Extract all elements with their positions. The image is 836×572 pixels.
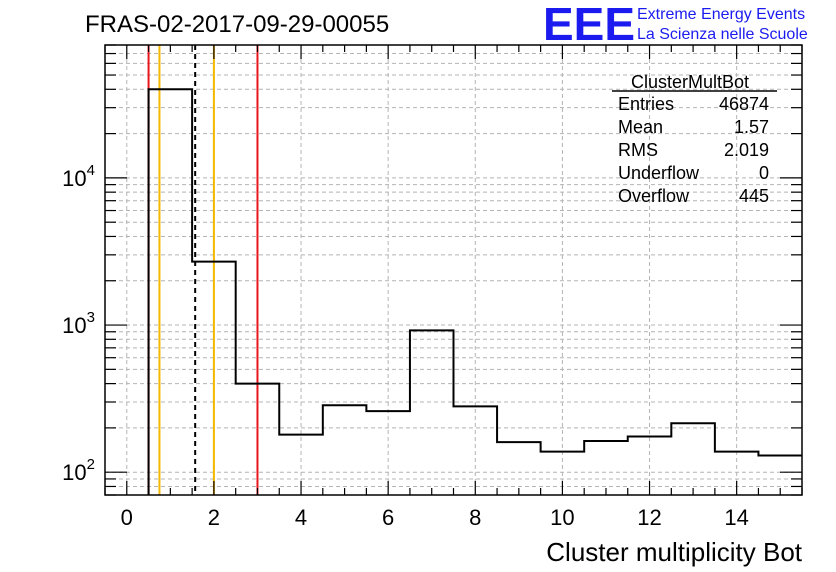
x-tick-label: 10 (550, 505, 574, 530)
stats-row-value: 46874 (719, 94, 769, 114)
grid-lines (105, 44, 802, 496)
histogram-bin (149, 89, 193, 495)
chart-title: FRAS-02-2017-09-29-00055 (85, 11, 389, 38)
histogram-bin (410, 330, 454, 495)
stats-row-label: Underflow (618, 163, 700, 183)
eee-logo: EEE Extreme Energy Events La Scienza nel… (543, 0, 808, 50)
x-tick-label: 4 (295, 505, 307, 530)
stats-row-value: 445 (739, 186, 769, 206)
histogram-bin (671, 423, 715, 495)
logo-mark: EEE (543, 0, 635, 50)
x-tick-label: 6 (382, 505, 394, 530)
x-axis-label: Cluster multiplicity Bot (546, 537, 803, 567)
x-tick-label: 2 (208, 505, 220, 530)
x-tick-label: 14 (724, 505, 748, 530)
y-tick-label: 103 (62, 309, 95, 338)
stats-row-label: RMS (618, 140, 658, 160)
stats-row-value: 1.57 (734, 117, 769, 137)
logo-line-2: La Scienza nelle Scuole (637, 26, 808, 43)
axes: 0 2 4 6 8 10 12 14 102 103 104 (62, 44, 803, 530)
x-tick-label: 0 (121, 505, 133, 530)
stats-box-title: ClusterMultBot (631, 72, 749, 92)
x-tick-label: 8 (469, 505, 481, 530)
histogram-outline (147, 88, 802, 495)
y-tick-label: 102 (62, 456, 95, 485)
stats-row-label: Overflow (618, 186, 690, 206)
y-tick-label: 104 (62, 162, 95, 191)
stats-row-value: 2.019 (724, 140, 769, 160)
stats-row-label: Mean (618, 117, 663, 137)
histogram-bin (323, 405, 367, 495)
stats-row-value: 0 (759, 163, 769, 183)
x-tick-label: 12 (637, 505, 661, 530)
histogram-bin (497, 442, 541, 495)
plot-frame (104, 44, 803, 496)
stats-rows: Entries 46874 Mean 1.57 RMS 2.019 Underflow 0 Ov… (618, 94, 769, 206)
histogram-bars (147, 88, 802, 495)
logo-line-1: Extreme Energy Events (637, 6, 805, 23)
stats-box: ClusterMultBot Entries 46874 Mean 1.57 RMS 2.… (612, 72, 777, 206)
stats-row-label: Entries (618, 94, 674, 114)
